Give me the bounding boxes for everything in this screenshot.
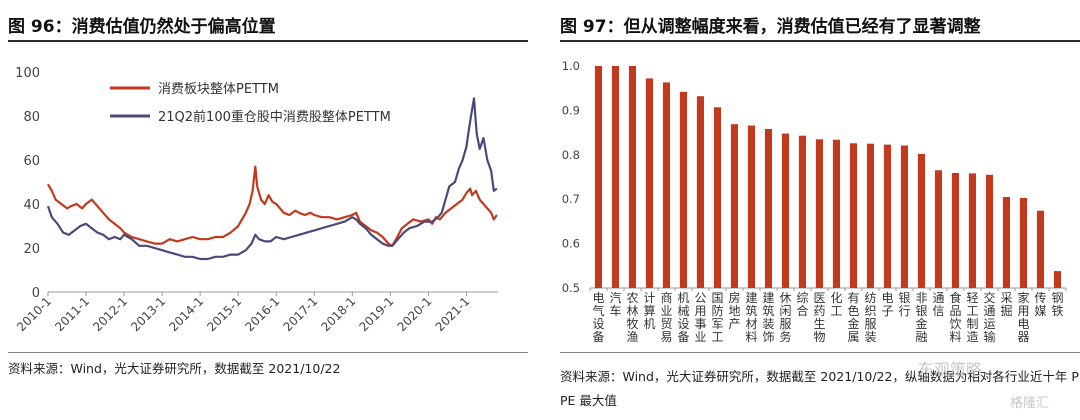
x-tick-label: 2020-1 [395, 294, 435, 334]
x-category-label: 传媒 [1034, 290, 1046, 318]
left-bottom-rule [8, 352, 528, 353]
y-tick-label: 100 [15, 66, 40, 81]
right-bottom-rule [560, 352, 1080, 353]
x-category-label: 非银金融 [915, 291, 927, 344]
bar-7 [696, 96, 704, 288]
valuation-line-chart: 0204060801002010-12011-12012-12013-12014… [14, 66, 498, 334]
y-tick-label: 0.7 [562, 192, 580, 206]
legend-label-2: 21Q2前100重仓股中消费股整体PETTM [158, 109, 391, 125]
x-category-label: 国防军工 [711, 291, 723, 344]
x-category-label: 钢铁 [1051, 291, 1063, 318]
y-tick-label: 0.6 [562, 237, 580, 251]
x-tick-label: 2018-1 [318, 294, 358, 334]
watermark-text: 东观策略 [918, 360, 983, 379]
bar-20 [917, 153, 925, 288]
bar-12 [781, 133, 789, 288]
x-category-label: 纺织服装 [864, 291, 876, 344]
x-category-label: 医药生物 [813, 291, 825, 344]
x-category-label: 食品饮料 [949, 290, 961, 344]
y-tick-label: 60 [23, 154, 40, 169]
x-category-label: 交通运输 [983, 290, 995, 344]
x-category-label: 有色金属 [847, 291, 859, 344]
x-tick-label: 2016-1 [242, 294, 282, 334]
x-category-label: 建筑装饰 [762, 291, 774, 344]
x-category-label: 房地产 [728, 290, 740, 331]
x-category-label: 商业贸易 [660, 290, 672, 344]
x-category-label: 建筑材料 [745, 291, 757, 344]
bar-11 [764, 129, 772, 288]
x-tick-label: 2015-1 [204, 294, 244, 334]
x-category-label: 农林牧渔 [626, 291, 638, 344]
series-line-1 [47, 165, 498, 247]
y-tick-label: 20 [23, 242, 40, 257]
x-category-label: 化工 [830, 291, 842, 318]
y-tick-label: 0.9 [562, 103, 580, 117]
bar-15 [832, 139, 840, 288]
x-tick-label: 2014-1 [166, 294, 206, 334]
x-category-label: 机械设备 [677, 291, 689, 344]
x-tick-label: 2012-1 [90, 294, 130, 334]
bar-26 [1019, 197, 1027, 288]
bar-1 [594, 66, 602, 288]
bar-27 [1036, 210, 1044, 288]
watermark-text-secondary: 格隆汇 [1010, 396, 1050, 411]
bar-13 [798, 135, 806, 288]
x-tick-label: 2019-1 [357, 294, 397, 334]
x-category-label: 电子 [881, 291, 893, 318]
bar-18 [883, 144, 891, 288]
right-source-note-line1: 资料来源：Wind，光大证券研究所，数据截至 2021/10/22，纵轴数据为相… [560, 369, 1080, 384]
legend-label-1: 消费板块整体PETTM [158, 82, 279, 97]
right-figure-title: 图 97：但从调整幅度来看，消费估值已经有了显著调整 [560, 17, 981, 37]
y-tick-label: 0 [32, 286, 40, 301]
series-line-2 [46, 97, 498, 261]
x-category-label: 家用电器 [1017, 290, 1029, 344]
x-category-label: 采掘 [1000, 291, 1012, 318]
x-category-label: 综合 [796, 291, 808, 318]
left-figure-panel: 图 96：消费估值仍然处于偏高位置 0 20 40 60 80 100 2010-1 2011… [0, 0, 528, 420]
bar-3 [628, 66, 636, 288]
industry-pe-bar-chart: 0.5 0.6 0.7 0.8 0.9 1.0 电气设备汽车农林牧渔计算机商业贸易机械设备公… [562, 59, 1067, 344]
bar-23 [968, 173, 976, 288]
bar-28 [1053, 271, 1061, 288]
x-tick-label: 2021-1 [433, 294, 473, 334]
bar-6 [679, 91, 687, 288]
y-tick-label: 0.5 [562, 281, 580, 295]
bar-25 [1002, 197, 1010, 288]
left-title-rule [8, 40, 528, 42]
x-category-label: 电气设备 [592, 291, 604, 344]
x-category-label: 计算机 [643, 291, 655, 331]
x-tick-label: 2011-1 [52, 294, 92, 334]
left-figure-title: 图 96：消费估值仍然处于偏高位置 [8, 17, 276, 37]
y-tick-label: 0.8 [562, 148, 580, 162]
bar-24 [985, 174, 993, 288]
bar-9 [730, 124, 738, 288]
bar-2 [611, 66, 619, 288]
x-tick-label: 2013-1 [128, 294, 168, 334]
right-figure-panel: 图 97：但从调整幅度来看，消费估值已经有了显著调整 0.5 0.6 0.7 0.8 0… [552, 0, 1080, 420]
x-category-label: 公用事业 [694, 291, 706, 344]
x-category-label: 轻工制造 [966, 291, 978, 344]
bar-5 [662, 82, 670, 289]
bar-17 [866, 143, 874, 288]
x-category-label: 休闲服务 [779, 291, 791, 344]
bar-16 [849, 143, 857, 288]
left-source-note: 资料来源：Wind，光大证券研究所，数据截至 2021/10/22 [8, 361, 341, 376]
y-tick-label: 40 [23, 198, 40, 213]
x-category-label: 通信 [932, 291, 944, 318]
bar-10 [747, 125, 755, 288]
x-tick-label: 2017-1 [280, 294, 320, 334]
x-category-label: 汽车 [609, 290, 621, 318]
right-title-rule [560, 40, 1080, 42]
y-tick-label: 1.0 [562, 59, 580, 73]
bar-19 [900, 145, 908, 288]
y-tick-label: 80 [23, 110, 40, 125]
bar-21 [934, 170, 942, 288]
bar-8 [713, 107, 721, 288]
right-source-note-line2: PE 最大值 [560, 393, 617, 408]
bar-4 [645, 78, 653, 289]
bar-22 [951, 173, 959, 288]
x-category-label: 银行 [898, 291, 910, 318]
bar-14 [815, 139, 823, 288]
